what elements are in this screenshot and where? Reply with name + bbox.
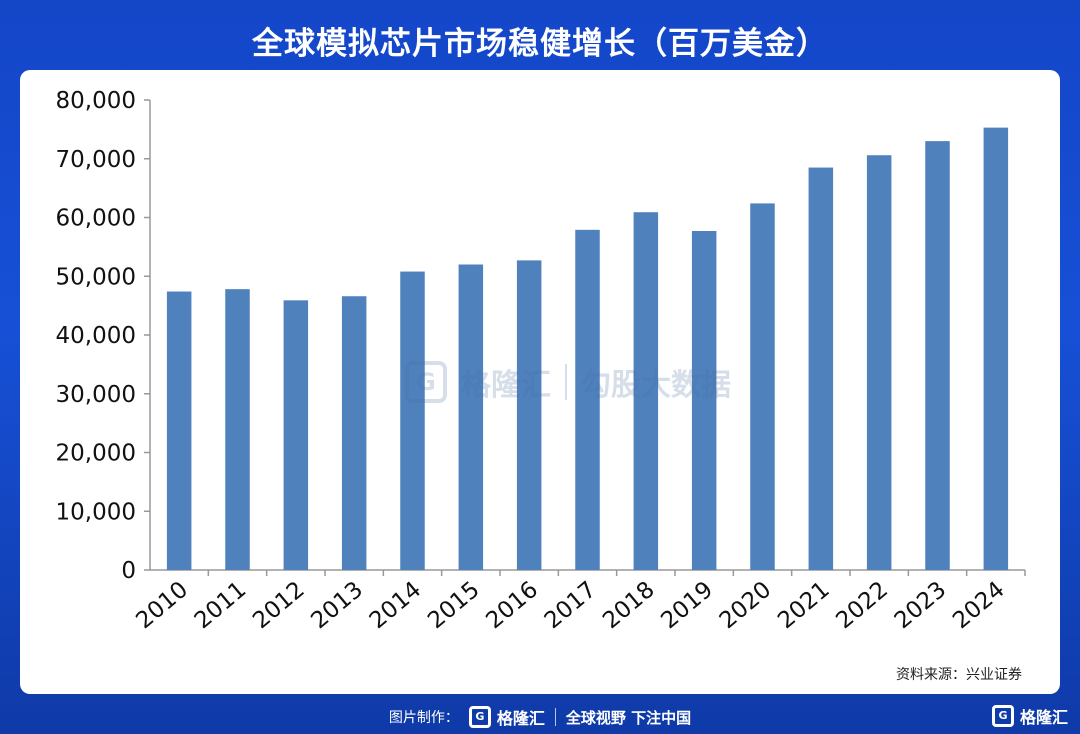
bar-2012 <box>283 300 309 570</box>
watermark: G 格隆汇 勾股大数据 <box>405 360 731 404</box>
x-tick-label: 2016 <box>481 577 543 635</box>
x-tick-label: 2014 <box>365 577 427 635</box>
y-tick-label: 30,000 <box>56 382 136 408</box>
bar-2018 <box>633 212 659 570</box>
y-tick-label: 60,000 <box>56 206 136 232</box>
bar-2021 <box>808 167 834 570</box>
footer-logo-icon: G <box>468 706 491 728</box>
x-tick-label: 2010 <box>131 577 193 635</box>
x-tick-label: 2023 <box>890 577 952 635</box>
x-tick-label: 2012 <box>248 577 310 635</box>
y-tick-label: 70,000 <box>56 147 136 173</box>
footer: 图片制作： G 格隆汇 全球视野 下注中国 <box>0 700 1080 734</box>
corner-logo: G 格隆汇 <box>991 704 1068 728</box>
bar-2019 <box>691 231 717 570</box>
y-tick-label: 50,000 <box>56 264 136 290</box>
footer-brand: 格隆汇 <box>496 709 545 728</box>
bar-2015 <box>458 264 484 570</box>
bar-2022 <box>866 155 892 570</box>
x-tick-label: 2013 <box>306 577 368 635</box>
footer-divider <box>554 708 556 726</box>
chart-card: 0 10,000 20,000 30,000 40,000 50,000 60,000 70,… <box>20 70 1060 694</box>
source-note: 资料来源：兴业证券 <box>896 667 1022 683</box>
bar-2013 <box>341 296 367 570</box>
x-tick-label: 2021 <box>773 577 835 635</box>
bar-2024 <box>983 127 1009 571</box>
watermark-divider <box>565 364 567 400</box>
x-tick-label: 2019 <box>656 577 718 635</box>
page-title: 全球模拟芯片市场稳健增长（百万美金） <box>252 26 828 62</box>
y-tick-label: 10,000 <box>56 499 136 525</box>
footer-credit: 图片制作： <box>388 710 459 726</box>
x-tick-label: 2018 <box>598 577 660 635</box>
watermark-brand: 格隆汇 <box>461 368 551 403</box>
corner-brand: 格隆汇 <box>1019 708 1068 727</box>
x-tick-label: 2020 <box>715 577 777 635</box>
x-tick-label: 2024 <box>948 577 1010 635</box>
x-tick-label: 2022 <box>831 577 893 635</box>
corner-logo-icon: G <box>991 705 1014 727</box>
bar-2010 <box>166 291 192 570</box>
bar-2017 <box>575 229 600 570</box>
x-tick-label: 2015 <box>423 577 485 635</box>
bar-2011 <box>225 289 250 570</box>
bar-2016 <box>516 260 542 570</box>
y-tick-label: 20,000 <box>56 441 136 467</box>
watermark-brand-2: 勾股大数据 <box>581 368 731 403</box>
bar-2014 <box>400 271 425 570</box>
y-tick-label: 40,000 <box>56 323 136 349</box>
bar-2020 <box>750 203 775 570</box>
x-tick-label: 2017 <box>540 577 602 635</box>
y-tick-label: 80,000 <box>56 88 136 114</box>
x-tick-label: 2011 <box>190 577 252 635</box>
y-tick-label: 0 <box>121 558 136 584</box>
watermark-logo-icon: G <box>405 361 447 403</box>
bar-2023 <box>925 141 950 570</box>
bar-chart: 0 10,000 20,000 30,000 40,000 50,000 60,000 70,… <box>56 88 1026 635</box>
footer-logo: G 格隆汇 <box>468 705 545 729</box>
footer-slogan: 全球视野 下注中国 <box>565 708 692 727</box>
